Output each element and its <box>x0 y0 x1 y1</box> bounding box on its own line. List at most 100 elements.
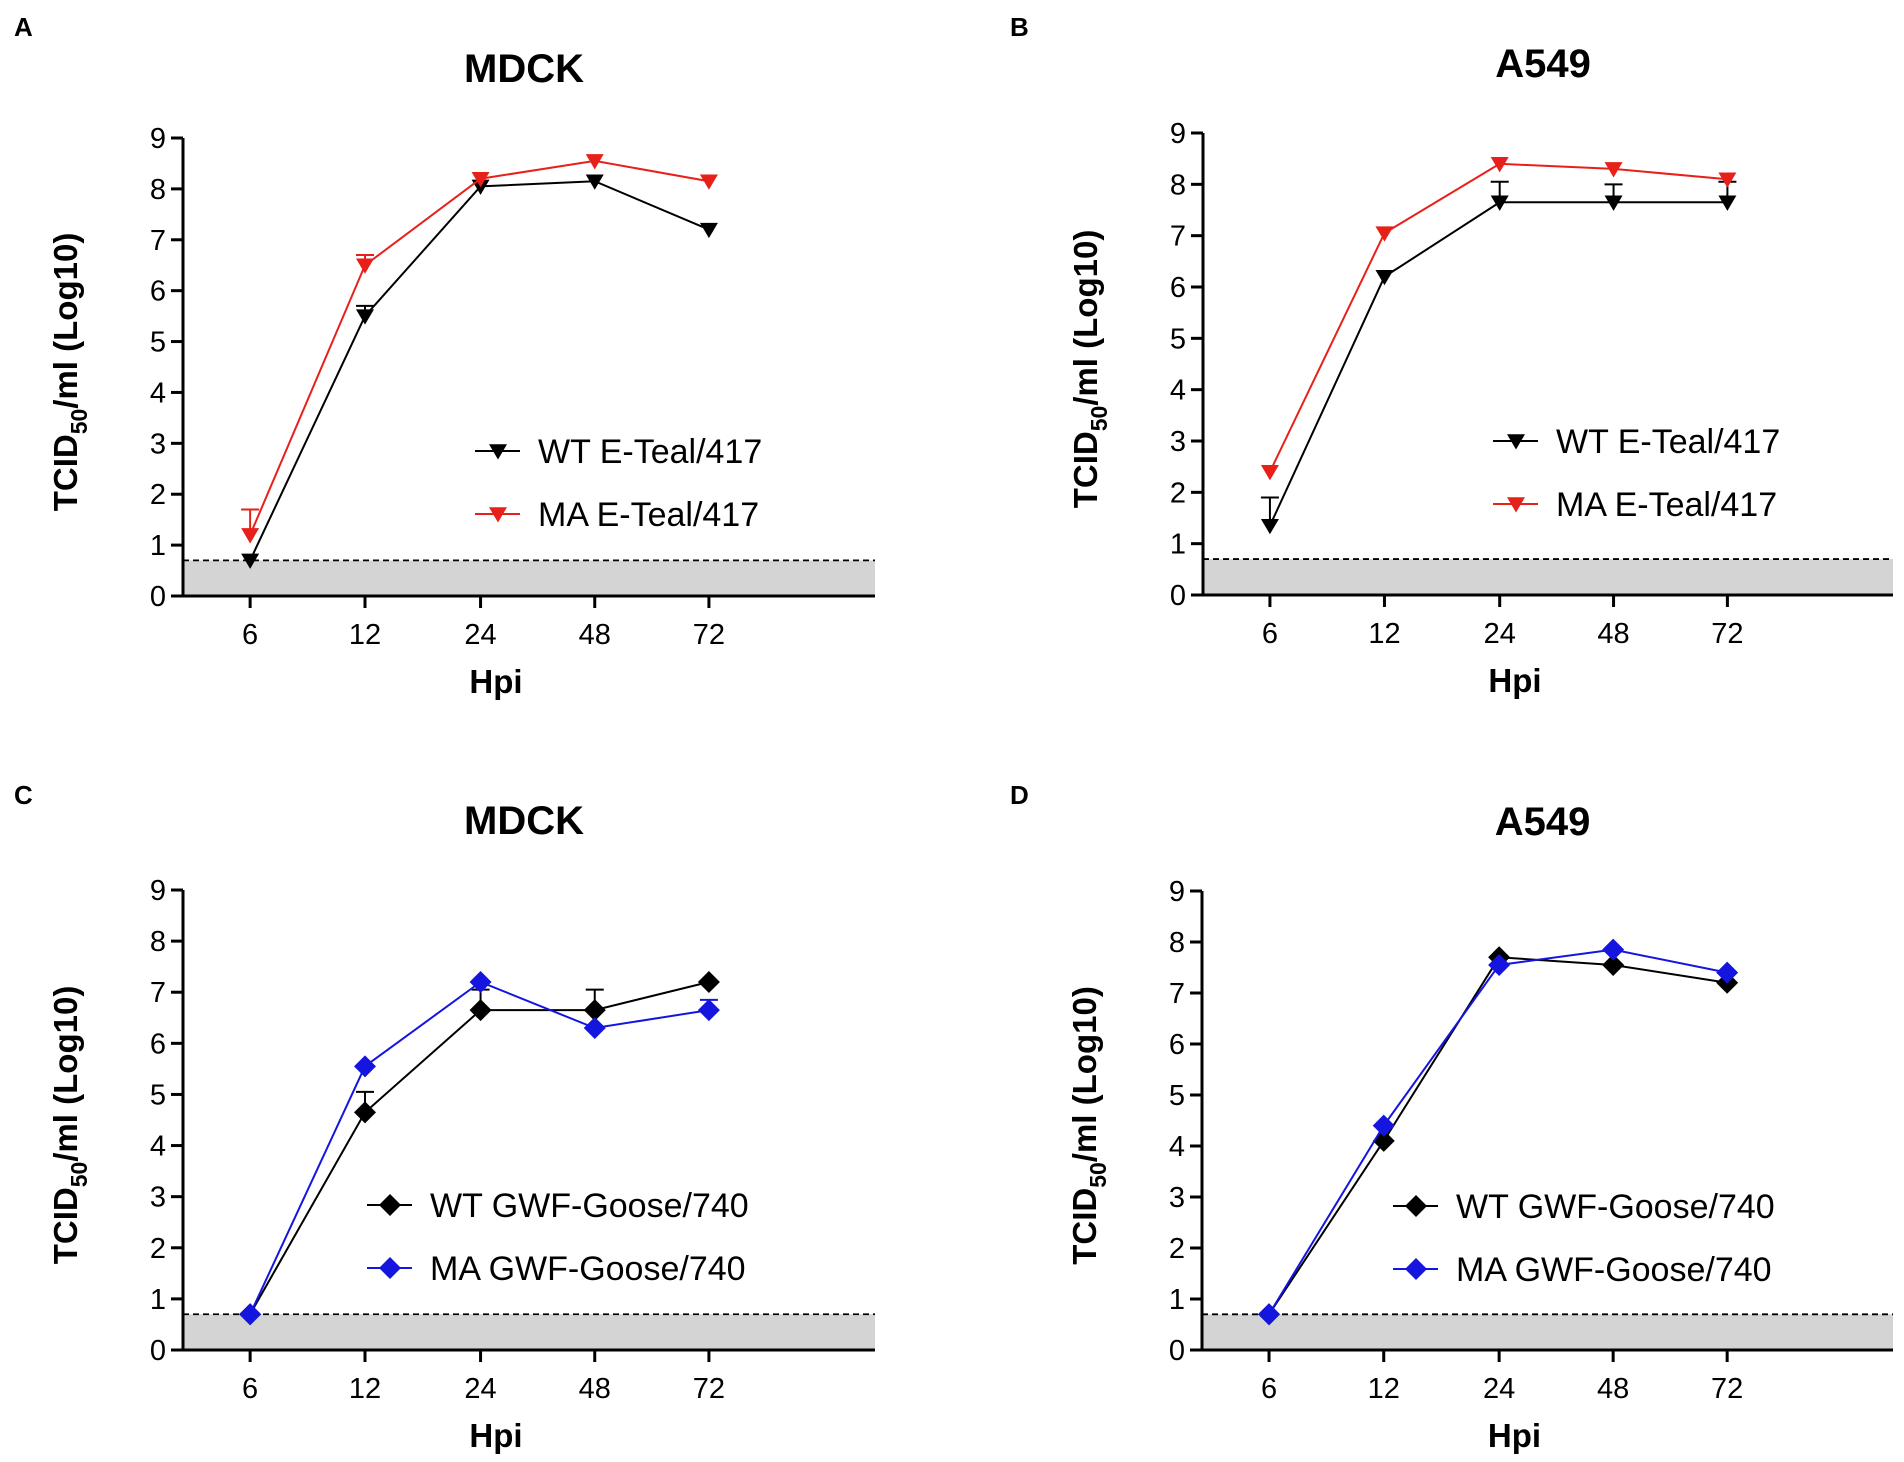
data-point <box>1372 1114 1395 1137</box>
y-axis-title-part: TCID <box>47 434 84 511</box>
y-axis-title: TCID50/ml (Log10) <box>47 233 92 512</box>
y-tick-label: 8 <box>1169 927 1185 959</box>
x-tick-label: 72 <box>1711 1373 1743 1405</box>
data-point <box>1604 195 1623 211</box>
y-tick-label: 1 <box>150 1284 166 1316</box>
data-point <box>353 1055 376 1078</box>
x-tick-label: 48 <box>1597 618 1629 650</box>
y-tick-label: 2 <box>150 1233 166 1265</box>
x-tick-label: 24 <box>1483 1373 1515 1405</box>
data-point <box>1260 465 1279 481</box>
y-tick-label: 8 <box>150 926 166 958</box>
x-tick-label: 48 <box>579 619 611 651</box>
legend-label: MA E-Teal/417 <box>1556 486 1777 524</box>
y-tick-label: 3 <box>1170 426 1186 458</box>
x-axis-title: Hpi <box>469 1417 522 1454</box>
y-tick-label: 5 <box>150 327 166 359</box>
series-1 <box>239 971 720 1326</box>
y-tick-label: 5 <box>1170 323 1186 355</box>
x-tick-label: 12 <box>349 619 381 651</box>
legend-swatch-marker <box>379 1257 401 1279</box>
y-tick-label: 5 <box>150 1079 166 1111</box>
y-tick-label: 9 <box>150 123 166 155</box>
data-point <box>1375 226 1394 242</box>
y-tick-label: 2 <box>1169 1233 1185 1265</box>
y-axis-title-subscript: 50 <box>1086 406 1112 432</box>
legend-label: WT E-Teal/417 <box>538 433 762 471</box>
series-1 <box>241 154 718 544</box>
panel-letter: D <box>1010 780 1029 810</box>
legend-swatch-marker <box>1507 434 1525 450</box>
x-axis-title: Hpi <box>469 663 522 700</box>
data-point <box>699 222 718 239</box>
data-point <box>471 171 490 188</box>
x-tick-label: 12 <box>1368 1373 1400 1405</box>
legend-label: WT GWF-Goose/740 <box>1456 1188 1775 1226</box>
y-axis-title: TCID50/ml (Log10) <box>1067 230 1112 509</box>
y-tick-label: 2 <box>150 479 166 511</box>
chart-title: MDCK <box>464 47 584 91</box>
data-point <box>1602 938 1625 961</box>
series-0 <box>1260 180 1737 535</box>
y-tick-label: 6 <box>150 1028 166 1060</box>
y-axis-title-part: /ml (Log10) <box>1067 230 1104 406</box>
y-tick-label: 9 <box>150 875 166 907</box>
y-tick-label: 0 <box>150 581 166 613</box>
x-axis-title: Hpi <box>1488 662 1541 699</box>
y-tick-label: 3 <box>1169 1182 1185 1214</box>
y-tick-label: 1 <box>1170 529 1186 561</box>
x-tick-label: 72 <box>693 1373 725 1405</box>
data-point <box>241 528 260 544</box>
y-tick-label: 5 <box>1169 1080 1185 1112</box>
y-tick-label: 8 <box>150 174 166 206</box>
y-tick-label: 1 <box>150 530 166 562</box>
y-axis-title-part: /ml (Log10) <box>47 986 84 1162</box>
y-tick-label: 9 <box>1170 118 1186 150</box>
series-line <box>1269 201 1728 527</box>
y-tick-label: 6 <box>150 276 166 308</box>
x-tick-label: 72 <box>1711 618 1743 650</box>
data-point <box>469 999 492 1022</box>
detection-limit-band <box>183 1314 875 1350</box>
data-point <box>1488 953 1511 976</box>
data-point <box>585 174 604 190</box>
y-tick-label: 2 <box>1170 477 1186 509</box>
y-axis-title: TCID50/ml (Log10) <box>47 986 92 1265</box>
data-point <box>1716 961 1739 984</box>
y-axis-title-part: TCID <box>47 1187 84 1264</box>
data-point <box>355 309 374 325</box>
data-point <box>1718 172 1737 188</box>
panel-letter: B <box>1010 12 1029 42</box>
y-axis-title-subscript: 50 <box>66 409 92 435</box>
y-tick-label: 1 <box>1169 1284 1185 1316</box>
series-1 <box>1260 157 1737 481</box>
y-tick-label: 7 <box>150 225 166 257</box>
data-point <box>697 971 720 993</box>
x-tick-label: 12 <box>1368 618 1400 650</box>
data-point <box>355 258 374 274</box>
x-tick-label: 24 <box>464 1373 496 1405</box>
series-line <box>249 159 710 536</box>
y-axis-title-subscript: 50 <box>1085 1162 1111 1188</box>
detection-limit-band <box>1202 1314 1893 1350</box>
y-axis-title-subscript: 50 <box>66 1162 92 1188</box>
data-point <box>583 999 606 1022</box>
data-point <box>1604 162 1623 178</box>
y-tick-label: 6 <box>1169 1029 1185 1061</box>
y-tick-label: 4 <box>150 1131 166 1163</box>
y-tick-label: 3 <box>150 428 166 460</box>
data-point <box>697 999 720 1022</box>
y-axis-title: TCID50/ml (Log10) <box>1066 986 1111 1265</box>
series-1 <box>1258 938 1739 1326</box>
y-tick-label: 8 <box>1170 169 1186 201</box>
legend-swatch-marker <box>1507 497 1525 513</box>
panel-letter: C <box>14 780 33 810</box>
x-tick-label: 24 <box>1484 618 1516 650</box>
legend-swatch-marker <box>1405 1195 1427 1217</box>
legend-label: MA E-Teal/417 <box>538 496 759 534</box>
data-point <box>583 1017 606 1039</box>
